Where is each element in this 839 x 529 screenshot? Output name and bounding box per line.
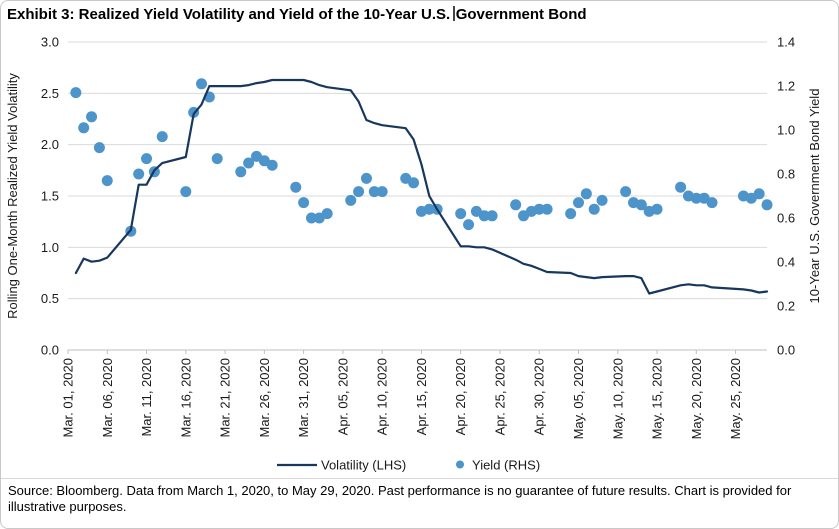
yield-data-point xyxy=(243,157,255,169)
yield-data-point xyxy=(211,153,223,165)
yield-data-point xyxy=(408,177,420,189)
left-tick-label: 3.0 xyxy=(41,35,59,50)
left-tick-label: 0.0 xyxy=(41,343,59,358)
yield-data-point xyxy=(651,203,663,215)
text-cursor xyxy=(453,6,455,21)
x-tick-label: Mar. 21, 2020 xyxy=(218,358,233,438)
yield-data-point xyxy=(706,197,718,209)
x-tick-label: Mar. 01, 2020 xyxy=(61,358,76,438)
x-tick-label: Mar. 26, 2020 xyxy=(257,358,272,438)
yield-data-point xyxy=(423,203,435,215)
yield-data-point xyxy=(133,168,145,180)
right-tick-label: 1.2 xyxy=(777,79,795,94)
yield-data-point xyxy=(86,111,98,123)
left-tick-label: 1.0 xyxy=(41,240,59,255)
left-tick-label: 2.5 xyxy=(41,86,59,101)
yield-data-point xyxy=(305,212,317,224)
yield-data-point xyxy=(690,192,702,204)
yield-data-point xyxy=(70,87,82,99)
right-tick-label: 1.4 xyxy=(777,35,795,50)
left-tick-label: 2.0 xyxy=(41,137,59,152)
right-tick-label: 1.0 xyxy=(777,123,795,138)
yield-data-point xyxy=(180,186,192,198)
left-tick-label: 1.5 xyxy=(41,189,59,204)
yield-data-point xyxy=(141,153,153,165)
left-axis-title: Rolling One-Month Realized Yield Volatil… xyxy=(5,73,20,319)
title-part1: Exhibit 3: Realized Yield Volatility and… xyxy=(7,6,451,23)
x-tick-label: May. 20, 2020 xyxy=(689,358,704,439)
volatility-line xyxy=(74,78,769,295)
x-tick-label: Apr. 05, 2020 xyxy=(335,358,350,435)
yield-data-point xyxy=(93,142,105,154)
yield-data-point xyxy=(78,122,90,134)
chart-title: Exhibit 3: Realized Yield Volatility and… xyxy=(7,6,832,23)
yield-data-point xyxy=(298,197,310,209)
x-tick-label: May. 05, 2020 xyxy=(571,358,586,439)
x-tick-label: Apr. 25, 2020 xyxy=(492,358,507,435)
yield-data-point xyxy=(753,188,765,200)
yield-data-point xyxy=(455,208,467,220)
x-tick-label: Apr. 15, 2020 xyxy=(414,358,429,435)
yield-data-point xyxy=(541,203,553,215)
left-tick-label: 0.5 xyxy=(41,291,59,306)
yield-data-point xyxy=(620,186,632,198)
yield-data-point xyxy=(345,194,357,206)
yield-data-point xyxy=(588,203,600,215)
yield-data-point xyxy=(486,210,498,222)
chart-canvas: 0.0 0.5 1.0 1.5 2.0 2.5 3.0 0.0 0.2 0.4 0.6 0.8 1.0 1… xyxy=(5,35,822,473)
yield-data-point xyxy=(478,210,490,222)
x-tick-label: Mar. 31, 2020 xyxy=(296,358,311,438)
yield-data-point xyxy=(376,186,388,198)
x-tick-label: Apr. 10, 2020 xyxy=(375,358,390,435)
yield-data-point xyxy=(101,175,113,187)
yield-data-point xyxy=(196,78,208,90)
x-tick-label: May. 15, 2020 xyxy=(650,358,665,439)
yield-data-point xyxy=(510,199,522,211)
right-tick-label: 0.0 xyxy=(777,343,795,358)
right-tick-label: 0.2 xyxy=(777,299,795,314)
right-tick-label: 0.4 xyxy=(777,255,795,270)
legend-dot-swatch xyxy=(456,460,464,469)
yield-data-point xyxy=(353,186,365,198)
yield-data-point xyxy=(235,166,247,178)
yield-data-point xyxy=(635,199,647,211)
yield-data-point xyxy=(290,181,302,193)
source-note: Source: Bloomberg. Data from March 1, 20… xyxy=(1,478,838,520)
yield-data-point xyxy=(266,159,278,171)
right-tick-label: 0.8 xyxy=(777,167,795,182)
yield-data-point xyxy=(156,131,168,143)
yield-data-point xyxy=(360,172,372,184)
title-part2: Government Bond xyxy=(455,6,587,23)
yield-data-point xyxy=(573,197,585,209)
right-axis-title: 10-Year U.S. Government Bond Yield xyxy=(807,89,822,304)
x-tick-label: May. 25, 2020 xyxy=(728,358,743,439)
yield-data-point xyxy=(463,219,475,231)
legend-volatility-label: Volatility (LHS) xyxy=(321,458,406,473)
x-tick-label: Mar. 06, 2020 xyxy=(100,358,115,438)
x-tick-label: Mar. 16, 2020 xyxy=(178,358,193,438)
yield-data-point xyxy=(565,208,577,220)
x-tick-label: May. 10, 2020 xyxy=(610,358,625,439)
yield-data-point xyxy=(596,194,608,206)
yield-data-point xyxy=(761,199,773,211)
legend-yield-label: Yield (RHS) xyxy=(472,458,540,473)
right-tick-label: 0.6 xyxy=(777,211,795,226)
x-tick-label: Apr. 20, 2020 xyxy=(453,358,468,435)
yield-data-point xyxy=(533,203,545,215)
yield-data-point xyxy=(321,208,333,220)
x-tick-label: Apr. 30, 2020 xyxy=(532,358,547,435)
yield-data-point xyxy=(580,188,592,200)
x-tick-label: Mar. 11, 2020 xyxy=(139,358,154,437)
yield-data-point xyxy=(368,186,380,198)
yield-data-point xyxy=(675,181,687,193)
